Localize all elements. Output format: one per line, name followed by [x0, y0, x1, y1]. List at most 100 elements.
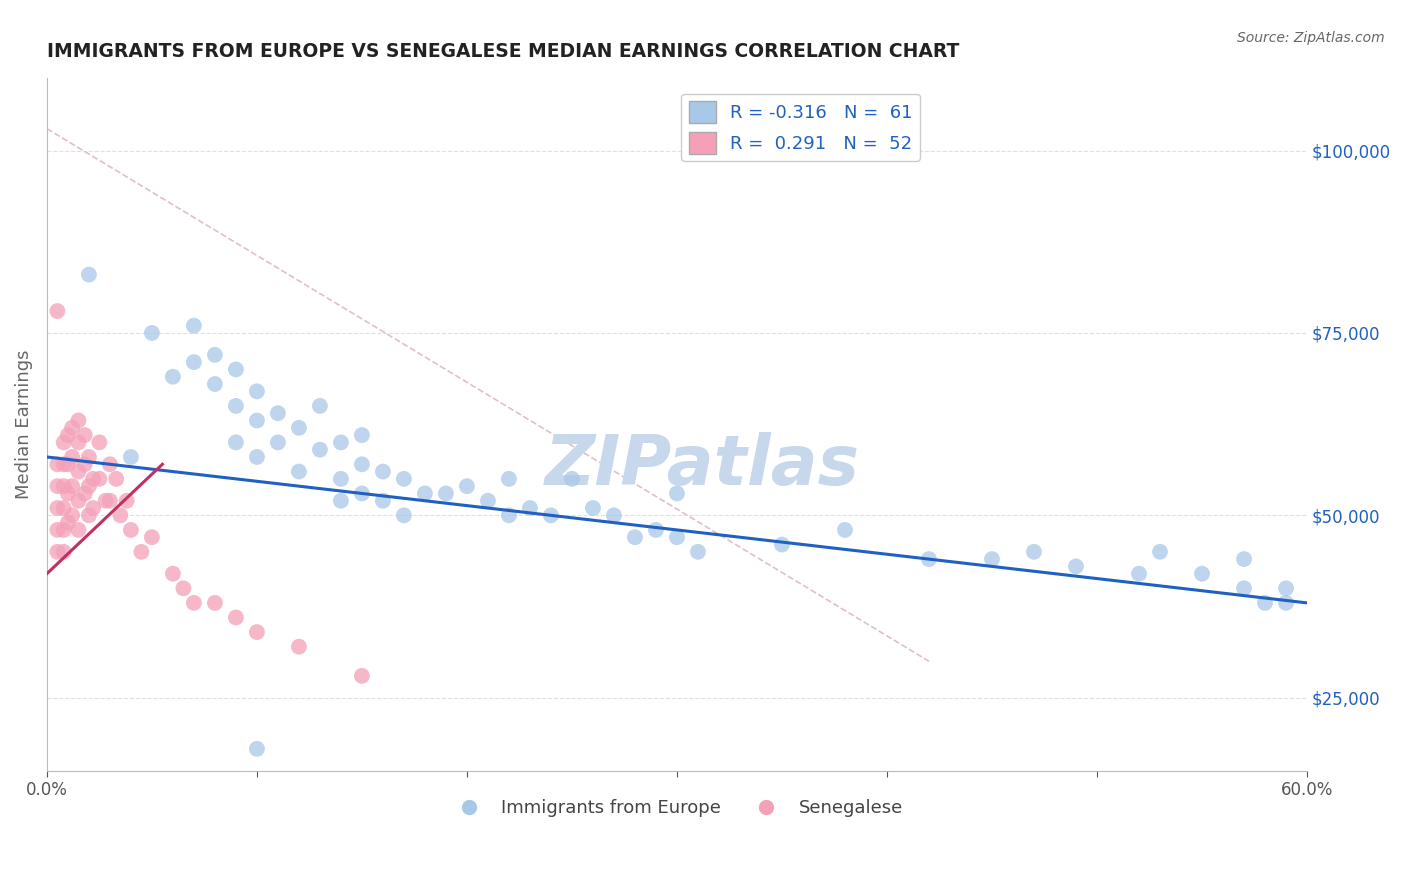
Point [82, 472, 104, 486]
Point [67, 523, 90, 537]
Point [67, 435, 90, 450]
Point [246, 384, 269, 399]
Point [141, 326, 163, 340]
Point [267, 406, 290, 420]
Point [46, 523, 69, 537]
Point [665, 530, 688, 544]
Point [834, 523, 856, 537]
Point [434, 486, 457, 500]
Point [77, 268, 100, 282]
Legend: Immigrants from Europe, Senegalese: Immigrants from Europe, Senegalese [443, 791, 910, 824]
Point [350, 669, 373, 683]
Point [162, 369, 184, 384]
Text: Source: ZipAtlas.com: Source: ZipAtlas.com [1237, 31, 1385, 45]
Point [225, 399, 247, 413]
Point [115, 493, 138, 508]
Point [56, 428, 79, 442]
Point [1022, 545, 1045, 559]
Point [73, 457, 96, 471]
Point [52, 479, 75, 493]
Point [46, 545, 69, 559]
Point [1275, 582, 1298, 596]
Point [56, 457, 79, 471]
Point [89, 435, 111, 450]
Point [131, 545, 153, 559]
Point [981, 552, 1004, 566]
Point [267, 435, 290, 450]
Point [120, 450, 142, 464]
Point [1233, 582, 1256, 596]
Point [246, 450, 269, 464]
Point [413, 486, 436, 500]
Point [1064, 559, 1087, 574]
Point [371, 465, 394, 479]
Point [46, 304, 69, 318]
Point [183, 355, 205, 369]
Point [561, 472, 583, 486]
Point [52, 545, 75, 559]
Point [60, 508, 83, 523]
Point [98, 493, 121, 508]
Point [52, 435, 75, 450]
Point [392, 472, 415, 486]
Point [183, 318, 205, 333]
Point [309, 399, 332, 413]
Point [46, 457, 69, 471]
Point [498, 508, 520, 523]
Point [350, 428, 373, 442]
Y-axis label: Median Earnings: Median Earnings [15, 350, 32, 499]
Point [77, 450, 100, 464]
Point [204, 377, 226, 392]
Point [392, 508, 415, 523]
Point [172, 582, 194, 596]
Point [183, 596, 205, 610]
Point [52, 457, 75, 471]
Point [477, 493, 499, 508]
Point [89, 472, 111, 486]
Point [73, 486, 96, 500]
Point [288, 421, 311, 435]
Point [582, 501, 605, 516]
Point [225, 362, 247, 376]
Point [98, 457, 121, 471]
Point [225, 610, 247, 624]
Point [56, 516, 79, 530]
Point [1275, 596, 1298, 610]
Point [456, 479, 478, 493]
Point [67, 413, 90, 427]
Point [498, 472, 520, 486]
Point [1254, 596, 1277, 610]
Text: IMMIGRANTS FROM EUROPE VS SENEGALESE MEDIAN EARNINGS CORRELATION CHART: IMMIGRANTS FROM EUROPE VS SENEGALESE MED… [46, 42, 959, 61]
Point [46, 479, 69, 493]
Point [246, 741, 269, 756]
Point [1233, 552, 1256, 566]
Point [225, 435, 247, 450]
Point [645, 523, 668, 537]
Point [67, 465, 90, 479]
Point [120, 523, 142, 537]
Point [519, 501, 541, 516]
Point [350, 457, 373, 471]
Point [67, 493, 90, 508]
Point [110, 508, 132, 523]
Point [329, 493, 352, 508]
Point [60, 479, 83, 493]
Point [686, 545, 709, 559]
Point [105, 472, 128, 486]
Point [52, 523, 75, 537]
Point [1149, 545, 1171, 559]
Point [371, 493, 394, 508]
Point [603, 508, 626, 523]
Point [246, 625, 269, 640]
Point [1191, 566, 1213, 581]
Point [309, 442, 332, 457]
Point [329, 435, 352, 450]
Point [204, 596, 226, 610]
Point [77, 479, 100, 493]
Text: ZIPatlas: ZIPatlas [544, 433, 859, 500]
Point [665, 486, 688, 500]
Point [329, 472, 352, 486]
Point [1128, 566, 1150, 581]
Point [46, 501, 69, 516]
Point [60, 450, 83, 464]
